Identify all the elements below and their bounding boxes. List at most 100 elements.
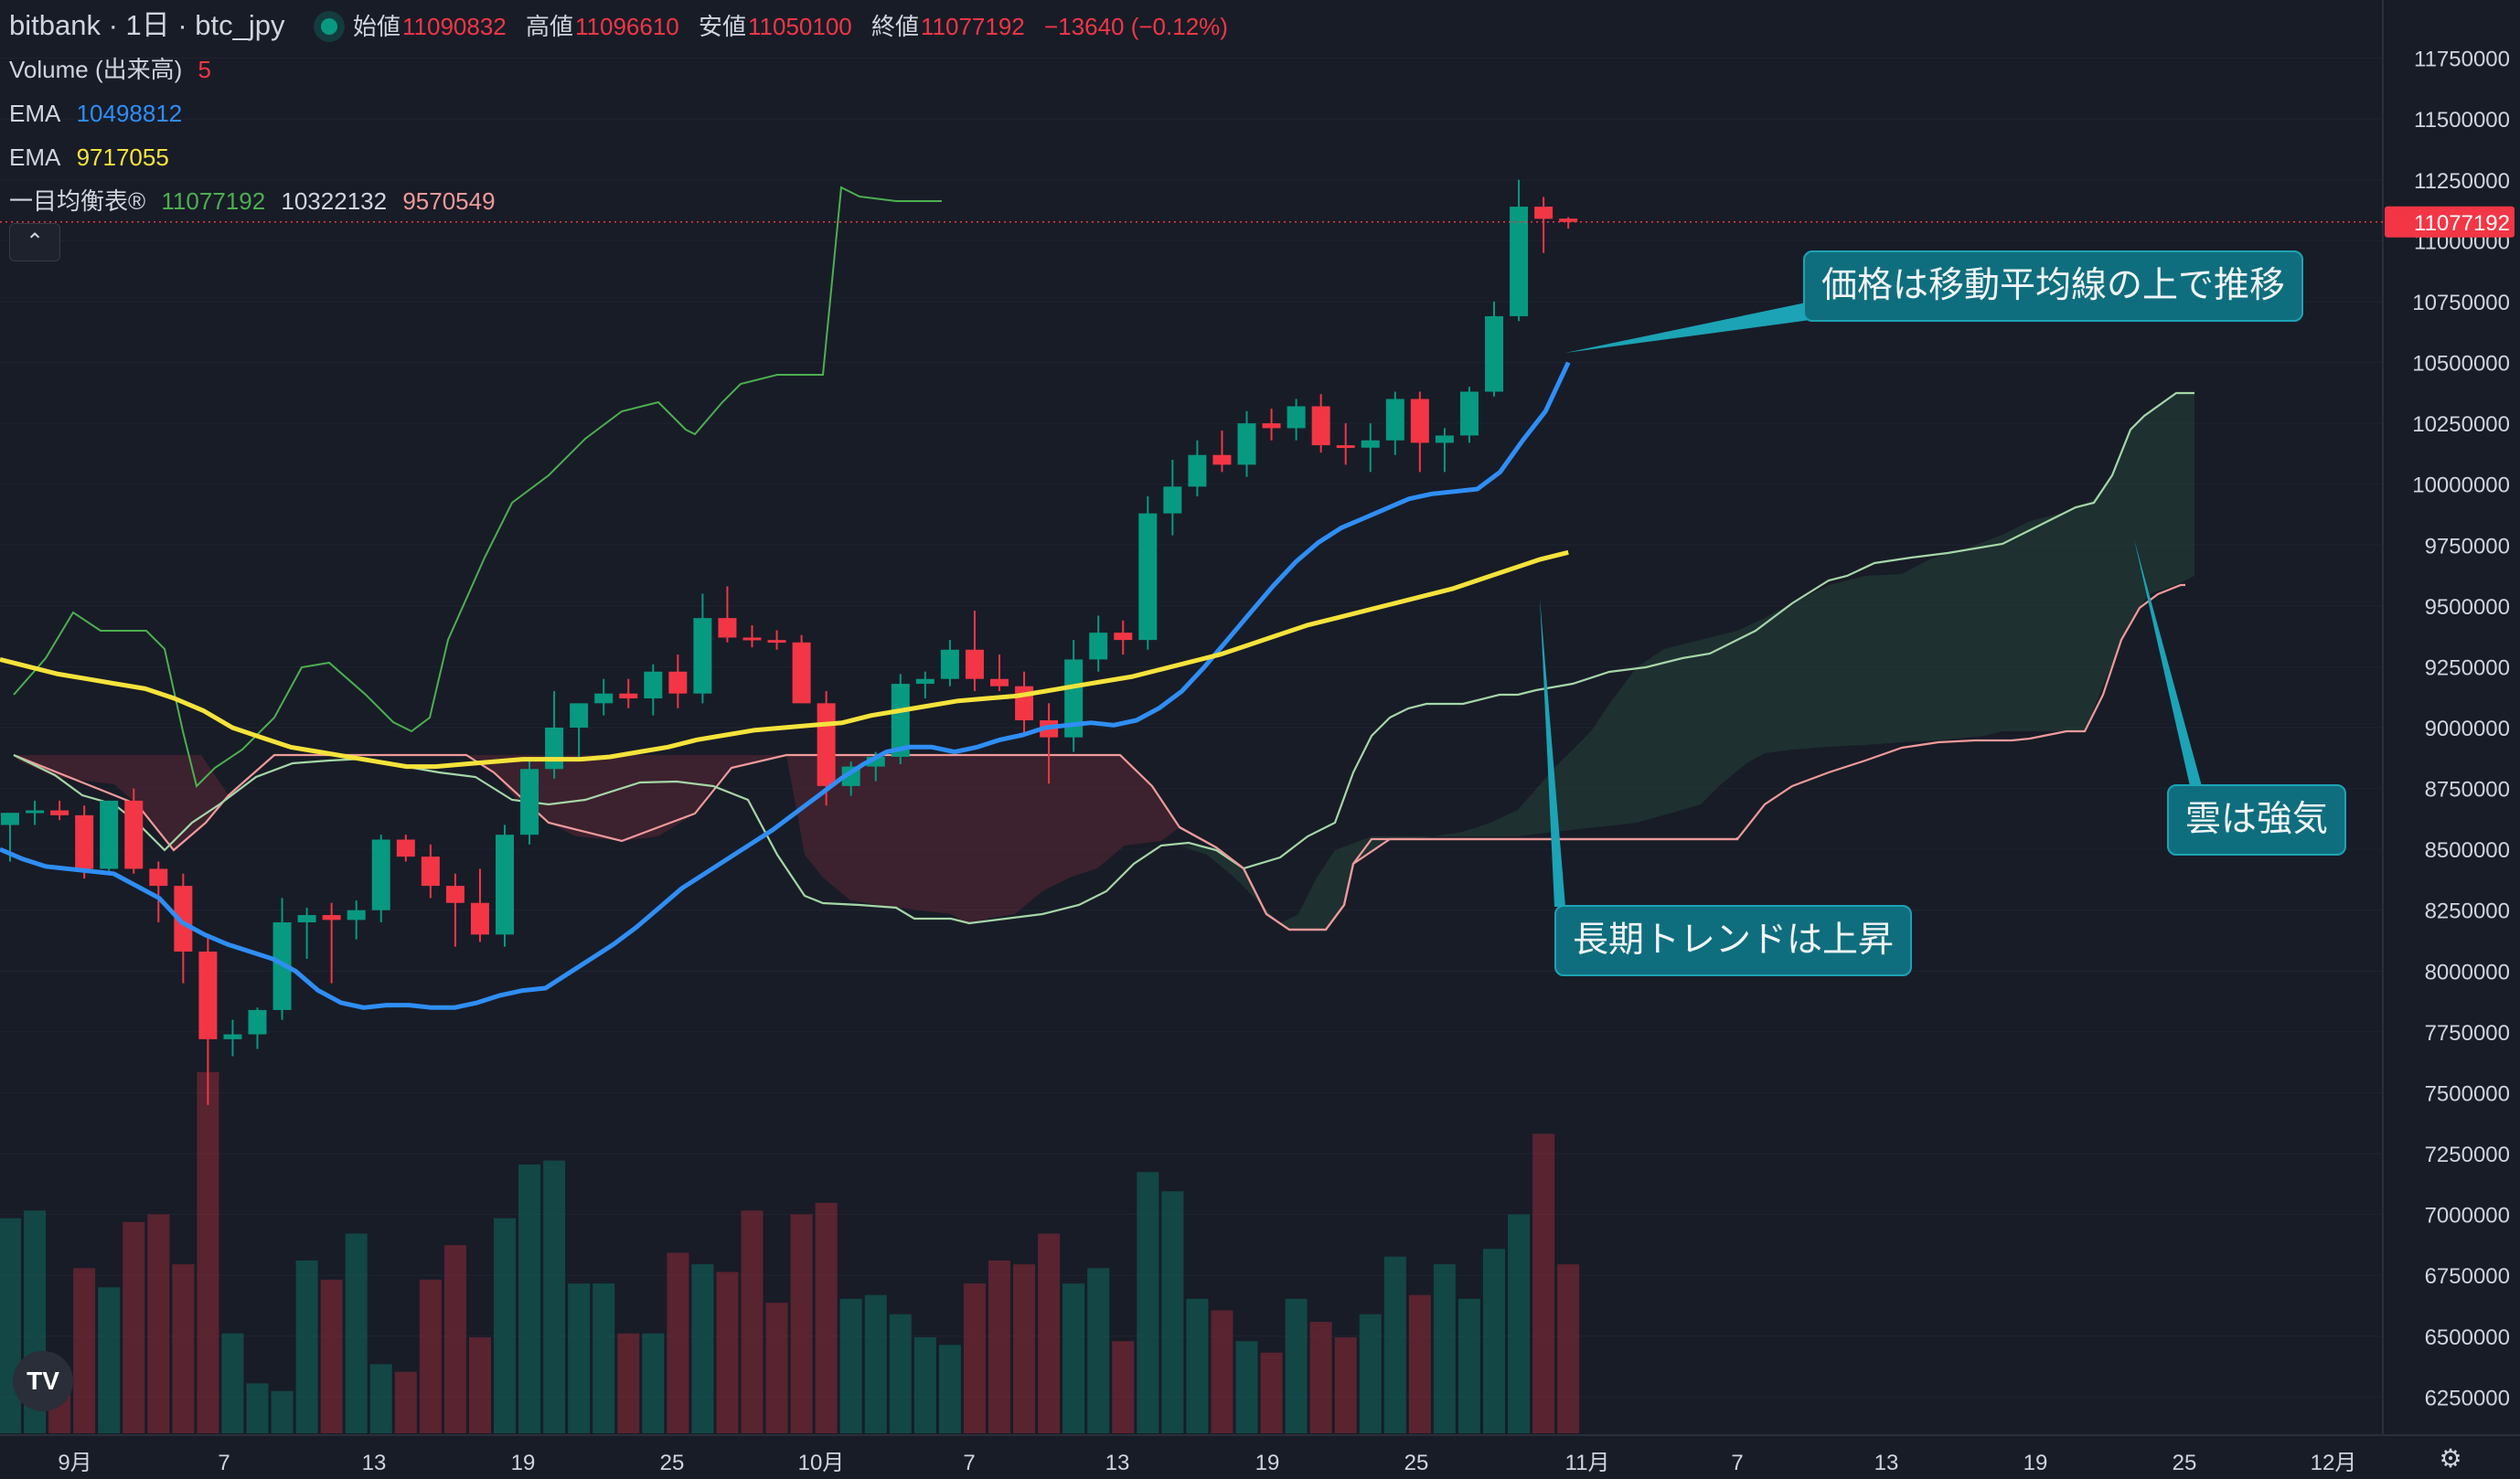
candle-body	[1559, 218, 1578, 222]
volume-bar	[543, 1160, 566, 1433]
tradingview-logo-icon[interactable]: TV	[13, 1351, 73, 1411]
volume-bar	[839, 1298, 862, 1433]
price-tick-label: 6500000	[2425, 1325, 2510, 1350]
candle-body	[26, 810, 45, 814]
chikou-span-line	[13, 186, 942, 788]
volume-bar	[1211, 1310, 1233, 1433]
volume-bar	[295, 1260, 318, 1433]
volume-bar	[221, 1333, 244, 1433]
candle-body	[767, 640, 786, 644]
volume-bar	[320, 1279, 343, 1433]
ema-short-legend-row[interactable]: EMA 10498812	[9, 91, 1237, 135]
volume-legend-row[interactable]: Volume (出来高) 5	[9, 48, 1237, 91]
candle-body	[470, 902, 489, 935]
candle-body	[1510, 207, 1529, 316]
candle-body	[75, 814, 94, 869]
volume-bars	[0, 1072, 1580, 1433]
candle-body	[1163, 486, 1182, 514]
volume-bar	[518, 1164, 541, 1433]
candle-body	[742, 637, 762, 641]
price-tick-label: 11750000	[2414, 48, 2510, 72]
time-tick-label: 10月	[798, 1451, 845, 1475]
last-price-tag: 11077192	[2385, 206, 2515, 238]
candle-body	[445, 886, 464, 903]
time-tick-label: 13	[1105, 1451, 1130, 1475]
price-tick-label: 7750000	[2425, 1021, 2510, 1046]
volume-bar	[1383, 1256, 1406, 1433]
candle-body	[1361, 440, 1380, 448]
ema-long-legend-row[interactable]: EMA 9717055	[9, 135, 1237, 179]
volume-bar	[172, 1264, 195, 1433]
candle-body	[297, 915, 316, 923]
close-label: 終値	[871, 13, 920, 40]
volume-bar	[691, 1264, 714, 1433]
candle-body	[322, 915, 341, 920]
ichimoku-label: 一目均衡表®	[9, 187, 146, 215]
volume-bar	[443, 1245, 466, 1433]
volume-bar	[913, 1336, 936, 1433]
candle-body	[371, 839, 390, 910]
candle-body	[1212, 454, 1232, 465]
chart-legend: bitbank · 1日 · btc_jpy 始値11090832 高値1109…	[9, 4, 1237, 223]
collapse-legend-button[interactable]: ⌃	[9, 223, 60, 261]
price-tick-label: 9250000	[2425, 655, 2510, 680]
time-tick-label: 11月	[1565, 1451, 1610, 1475]
symbol-row: bitbank · 1日 · btc_jpy 始値11090832 高値1109…	[9, 4, 1237, 48]
candle-body	[940, 649, 959, 679]
volume-bar	[617, 1333, 640, 1433]
high-value: 11096610	[575, 13, 679, 40]
volume-legend-label: Volume (出来高)	[9, 56, 183, 83]
candle-body	[891, 684, 910, 757]
candle-body	[1435, 435, 1454, 443]
candle-body	[149, 868, 168, 887]
callout-price-above-ma: 価格は移動平均線の上で推移	[1803, 250, 2304, 322]
volume-bar	[394, 1371, 417, 1433]
candlesticks	[1, 179, 1578, 1105]
settings-gear-icon[interactable]: ⚙	[2439, 1444, 2462, 1473]
open-value: 11090832	[402, 13, 507, 40]
price-tick-label: 10750000	[2412, 291, 2510, 315]
span-b-line	[1179, 583, 2185, 931]
candle-body	[1410, 399, 1429, 443]
price-tick-label: 9500000	[2425, 595, 2510, 620]
candle-body	[1485, 315, 1503, 392]
candle-body	[990, 678, 1009, 686]
time-tick-label: 12月	[2311, 1451, 2357, 1475]
volume-bar	[1038, 1233, 1061, 1433]
volume-bar	[889, 1314, 912, 1433]
volume-bar	[1408, 1294, 1431, 1433]
volume-bar	[468, 1336, 491, 1433]
volume-bar	[642, 1333, 665, 1433]
volume-bar	[1186, 1298, 1209, 1433]
price-tick-label: 10250000	[2412, 412, 2510, 437]
ichimoku-value-1: 11077192	[161, 187, 266, 215]
symbol-title[interactable]: bitbank · 1日 · btc_jpy	[9, 9, 285, 41]
chart-grid	[0, 58, 2383, 1398]
last-price-tag-bg	[2385, 206, 2515, 238]
ichimoku-legend-row[interactable]: 一目均衡表® 11077192 10322132 9570549	[9, 179, 1237, 223]
ema-long-value: 9717055	[76, 144, 169, 171]
price-tick-label: 11500000	[2414, 108, 2510, 133]
low-value: 11050100	[748, 13, 852, 40]
candle-body	[198, 952, 218, 1039]
volume-bar	[667, 1252, 689, 1433]
volume-bar	[1508, 1214, 1531, 1433]
candle-body	[792, 642, 811, 704]
volume-bar	[1112, 1341, 1135, 1433]
candle-body	[50, 810, 69, 815]
candle-body	[619, 693, 638, 699]
candle-body	[718, 618, 737, 638]
candle-body	[1336, 445, 1355, 449]
price-tick-label: 7000000	[2425, 1204, 2510, 1229]
price-tick-label: 7250000	[2425, 1143, 2510, 1167]
volume-bar	[1532, 1133, 1555, 1433]
indicator-lines	[0, 186, 1571, 1010]
candle-body	[174, 886, 193, 952]
callout-cloud-bullish: 雲は強気	[2167, 784, 2347, 856]
volume-bar	[73, 1268, 96, 1433]
volume-bar	[369, 1364, 392, 1433]
candle-body	[1459, 391, 1479, 436]
low-label: 安値	[699, 13, 747, 40]
